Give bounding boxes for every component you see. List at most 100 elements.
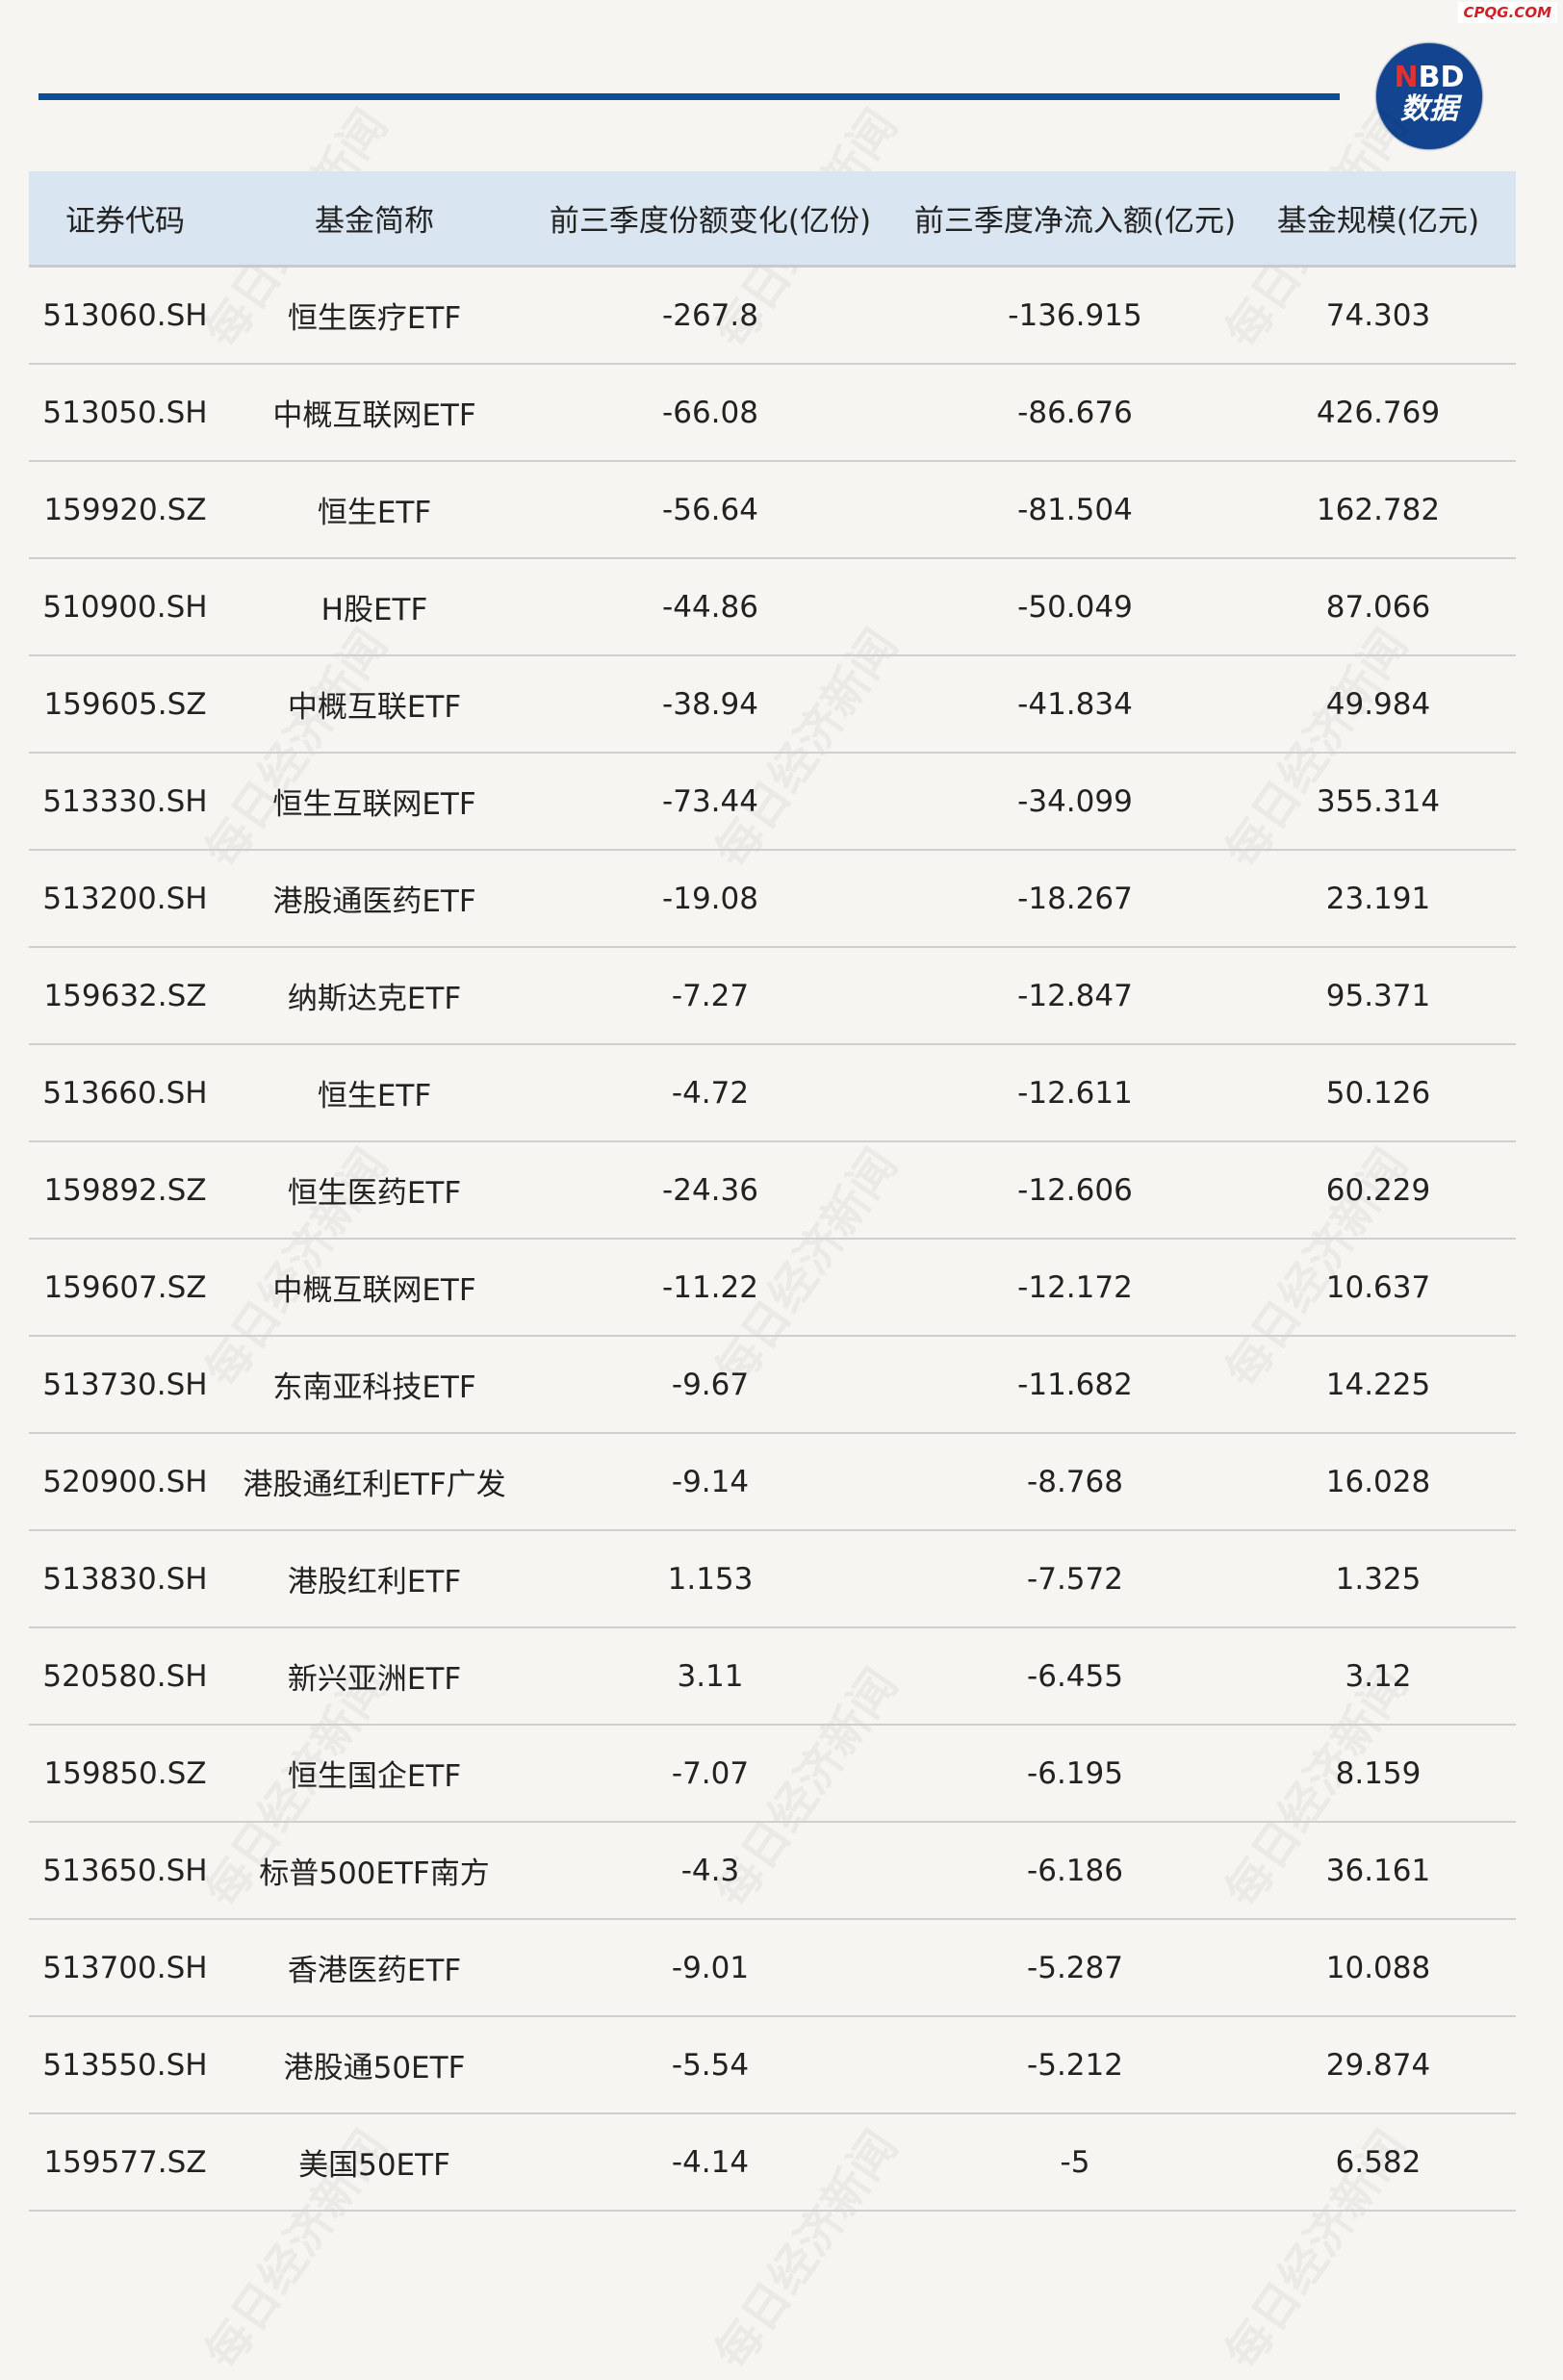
- cell-net-inflow: -7.572: [1027, 1561, 1123, 1597]
- cell-net-inflow: -5.212: [1027, 2047, 1123, 2083]
- cell-net-inflow: -11.682: [1017, 1367, 1133, 1402]
- cell-name: 香港医药ETF: [287, 1954, 462, 1988]
- title-rule: [38, 93, 1340, 100]
- cell-name: 恒生互联网ETF: [272, 787, 476, 822]
- cell-code: 513050.SH: [42, 395, 208, 430]
- cell-net-inflow: -50.049: [1017, 589, 1133, 625]
- cell-share-change: -4.72: [671, 1075, 750, 1111]
- cell-code: 159577.SZ: [43, 2144, 207, 2180]
- cell-fund-size: 87.066: [1325, 589, 1431, 625]
- table-row: 159607.SZ 中概互联网ETF -11.22 -12.172 10.637: [29, 1240, 1516, 1337]
- cell-code: 513330.SH: [42, 783, 208, 819]
- cell-net-inflow: -86.676: [1017, 395, 1133, 430]
- cell-fund-size: 10.637: [1325, 1269, 1431, 1305]
- cell-code: 513660.SH: [42, 1075, 208, 1111]
- table-row: 513050.SH 中概互联网ETF -66.08 -86.676 426.769: [29, 365, 1516, 462]
- cell-fund-size: 16.028: [1325, 1464, 1431, 1499]
- cell-share-change: -24.36: [662, 1172, 758, 1208]
- cell-fund-size: 95.371: [1325, 978, 1431, 1013]
- cell-name: 新兴亚洲ETF: [287, 1662, 462, 1697]
- cell-fund-size: 50.126: [1325, 1075, 1431, 1111]
- table-row: 513730.SH 东南亚科技ETF -9.67 -11.682 14.225: [29, 1337, 1516, 1434]
- cell-net-inflow: -41.834: [1017, 686, 1133, 722]
- table-row: 513660.SH 恒生ETF -4.72 -12.611 50.126: [29, 1045, 1516, 1142]
- header-net-inflow: 前三季度净流入额(亿元): [913, 204, 1237, 239]
- logo-text-accent: N: [1394, 61, 1419, 94]
- cell-net-inflow: -81.504: [1017, 492, 1133, 527]
- cell-code: 159607.SZ: [43, 1269, 207, 1305]
- cell-code: 520580.SH: [42, 1658, 208, 1694]
- cell-net-inflow: -6.186: [1027, 1853, 1123, 1888]
- cell-fund-size: 10.088: [1325, 1950, 1431, 1985]
- cell-code: 159892.SZ: [43, 1172, 207, 1208]
- cell-name: 恒生医药ETF: [287, 1176, 462, 1211]
- logo-text: BD: [1418, 61, 1465, 94]
- cell-net-inflow: -12.611: [1017, 1075, 1133, 1111]
- cell-share-change: 3.11: [677, 1658, 744, 1694]
- cell-fund-size: 29.874: [1325, 2047, 1431, 2083]
- cell-share-change: -5.54: [671, 2047, 750, 2083]
- cell-code: 159920.SZ: [43, 492, 207, 527]
- cell-code: 513730.SH: [42, 1367, 208, 1402]
- cell-share-change: -44.86: [662, 589, 758, 625]
- cell-net-inflow: -18.267: [1017, 881, 1133, 916]
- table-row: 513700.SH 香港医药ETF -9.01 -5.287 10.088: [29, 1920, 1516, 2017]
- cell-name: 港股通红利ETF广发: [243, 1468, 506, 1502]
- cell-fund-size: 6.582: [1335, 2144, 1422, 2180]
- cell-fund-size: 3.12: [1345, 1658, 1412, 1694]
- table-row: 513200.SH 港股通医药ETF -19.08 -18.267 23.191: [29, 851, 1516, 948]
- table-row: 513550.SH 港股通50ETF -5.54 -5.212 29.874: [29, 2017, 1516, 2114]
- cell-share-change: -73.44: [662, 783, 758, 819]
- cell-fund-size: 426.769: [1316, 395, 1441, 430]
- cell-name: H股ETF: [320, 593, 428, 627]
- cell-share-change: -4.3: [680, 1853, 740, 1888]
- cell-code: 159632.SZ: [43, 978, 207, 1013]
- cell-name: 港股通医药ETF: [272, 884, 476, 919]
- cell-net-inflow: -6.455: [1027, 1658, 1123, 1694]
- table-row: 520900.SH 港股通红利ETF广发 -9.14 -8.768 16.028: [29, 1434, 1516, 1531]
- header-name: 基金简称: [315, 204, 434, 239]
- table-row: 513830.SH 港股红利ETF 1.153 -7.572 1.325: [29, 1531, 1516, 1628]
- table-row: 159892.SZ 恒生医药ETF -24.36 -12.606 60.229: [29, 1142, 1516, 1240]
- cell-fund-size: 60.229: [1325, 1172, 1431, 1208]
- table-body: 513060.SH 恒生医疗ETF -267.8 -136.915 74.303 5130…: [29, 268, 1516, 2212]
- etf-table: 证券代码 基金简称 前三季度份额变化(亿份) 前三季度净流入额(亿元) 基金规模…: [29, 171, 1516, 2212]
- cell-net-inflow: -5: [1060, 2144, 1090, 2180]
- table-row: 510900.SH H股ETF -44.86 -50.049 87.066: [29, 559, 1516, 656]
- cell-net-inflow: -5.287: [1027, 1950, 1123, 1985]
- table-row: 520580.SH 新兴亚洲ETF 3.11 -6.455 3.12: [29, 1628, 1516, 1726]
- cell-fund-size: 14.225: [1325, 1367, 1431, 1402]
- cell-code: 513060.SH: [42, 297, 208, 333]
- table-row: 159605.SZ 中概互联ETF -38.94 -41.834 49.984: [29, 656, 1516, 754]
- cell-net-inflow: -12.847: [1017, 978, 1133, 1013]
- cell-name: 港股红利ETF: [287, 1565, 462, 1599]
- cell-code: 513830.SH: [42, 1561, 208, 1597]
- cell-share-change: 1.153: [667, 1561, 754, 1597]
- table-row: 513060.SH 恒生医疗ETF -267.8 -136.915 74.303: [29, 268, 1516, 365]
- cell-share-change: -38.94: [662, 686, 758, 722]
- cell-code: 513700.SH: [42, 1950, 208, 1985]
- cell-share-change: -9.67: [671, 1367, 750, 1402]
- cell-share-change: -56.64: [662, 492, 758, 527]
- cell-code: 513550.SH: [42, 2047, 208, 2083]
- cell-name: 恒生ETF: [317, 1079, 432, 1113]
- cell-fund-size: 23.191: [1325, 881, 1431, 916]
- table-row: 159632.SZ 纳斯达克ETF -7.27 -12.847 95.371: [29, 948, 1516, 1045]
- table-row: 159920.SZ 恒生ETF -56.64 -81.504 162.782: [29, 462, 1516, 559]
- cell-code: 513200.SH: [42, 881, 208, 916]
- table-row: 159577.SZ 美国50ETF -4.14 -5 6.582: [29, 2114, 1516, 2212]
- cell-share-change: -9.01: [671, 1950, 750, 1985]
- cell-code: 159605.SZ: [43, 686, 207, 722]
- header-fund-size: 基金规模(亿元): [1276, 204, 1480, 239]
- cell-name: 恒生国企ETF: [287, 1759, 462, 1794]
- cell-net-inflow: -12.606: [1017, 1172, 1133, 1208]
- header-code: 证券代码: [65, 204, 185, 239]
- cell-name: 港股通50ETF: [283, 2051, 466, 2086]
- cell-net-inflow: -136.915: [1008, 297, 1142, 333]
- logo-subtext: 数据: [1400, 92, 1458, 126]
- cell-net-inflow: -34.099: [1017, 783, 1133, 819]
- cell-name: 中概互联网ETF: [272, 1273, 476, 1308]
- cell-fund-size: 355.314: [1316, 783, 1441, 819]
- cell-fund-size: 36.161: [1325, 1853, 1431, 1888]
- cell-fund-size: 74.303: [1325, 297, 1431, 333]
